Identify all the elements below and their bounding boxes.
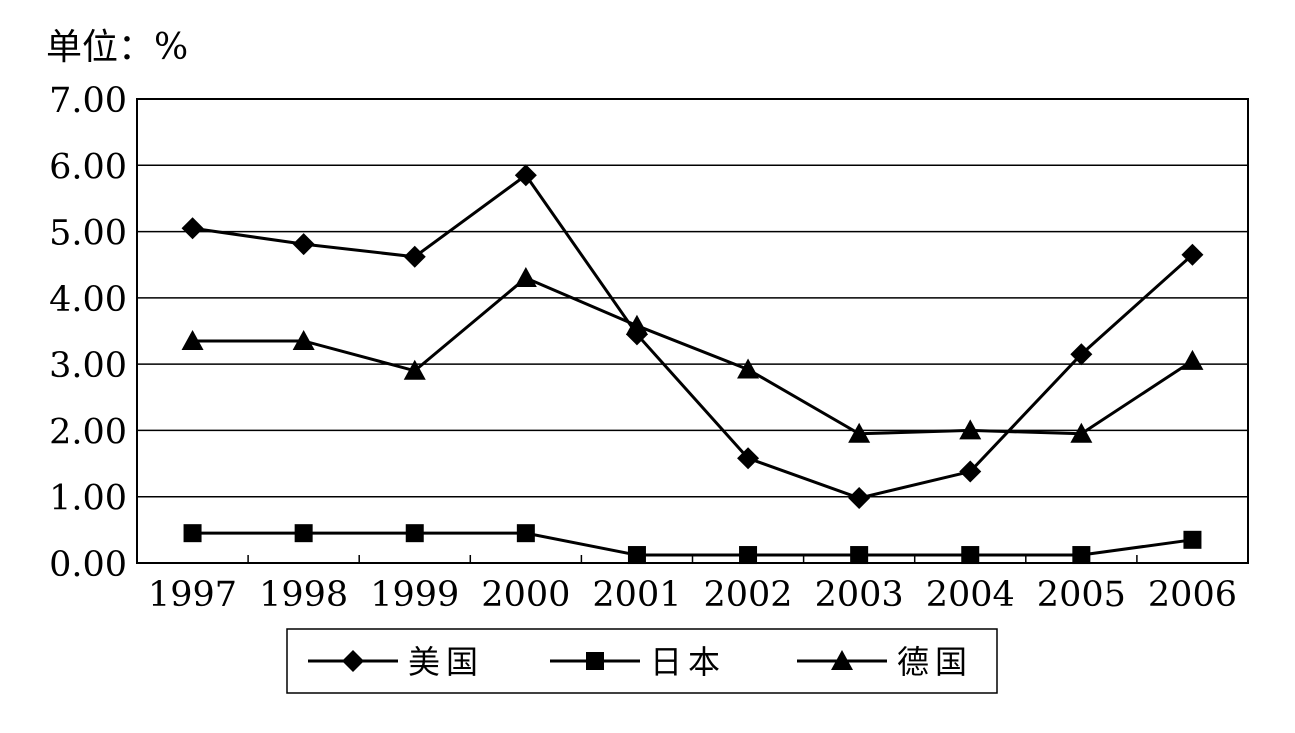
y-tick-label: 7.00 <box>49 81 127 121</box>
data-point-square <box>294 524 313 543</box>
y-tick-label: 0.00 <box>49 545 127 585</box>
y-tick-label: 2.00 <box>49 412 127 452</box>
data-point-square <box>961 546 980 565</box>
data-point-diamond <box>1181 243 1204 266</box>
data-point-square <box>405 524 424 543</box>
data-point-square <box>850 546 869 565</box>
x-tick-label: 2006 <box>1148 575 1237 615</box>
data-point-triangle <box>292 329 315 350</box>
y-tick-label: 6.00 <box>49 147 127 187</box>
legend-entry: 德国 <box>797 643 973 681</box>
axes: 0.00 1.00 2.00 3.00 4.00 5.00 6.00 7.00 1997 1998… <box>49 81 1249 615</box>
legend-entry: 美国 <box>308 643 484 681</box>
legend: 美国 日本 德国 <box>286 628 998 694</box>
series-line <box>192 276 1194 436</box>
legend-label: 德国 <box>897 643 973 681</box>
y-tick-label: 5.00 <box>49 214 127 254</box>
x-tick-label: 2005 <box>1037 575 1126 615</box>
data-point-triangle <box>737 358 760 379</box>
unit-label: 单位：% <box>46 27 189 68</box>
data-point-square <box>627 546 646 565</box>
data-point-triangle <box>403 359 426 380</box>
series-diamond <box>181 164 1204 510</box>
y-tick-label: 3.00 <box>49 346 127 386</box>
legend-marker-triangle <box>831 650 853 670</box>
x-tick-label: 2003 <box>815 575 904 615</box>
x-tick-label: 2000 <box>481 575 570 615</box>
legend-label: 美国 <box>408 643 484 681</box>
data-point-triangle <box>514 266 537 287</box>
data-point-diamond <box>514 164 537 187</box>
data-point-square <box>1072 546 1091 565</box>
data-point-diamond <box>737 447 760 470</box>
data-point-triangle <box>625 314 648 335</box>
data-point-triangle <box>959 419 982 440</box>
data-point-diamond <box>403 245 426 268</box>
legend-entry: 日本 <box>550 643 726 681</box>
series-line <box>192 173 1194 500</box>
grid-lines <box>137 164 1248 498</box>
x-tick-label: 2002 <box>704 575 793 615</box>
series-layer <box>181 164 1204 565</box>
series-line <box>192 531 1193 557</box>
data-point-square <box>1183 530 1202 549</box>
data-point-triangle <box>1070 422 1093 443</box>
series-triangle <box>181 266 1204 443</box>
data-point-diamond <box>959 460 982 483</box>
x-tick-label: 2004 <box>926 575 1015 615</box>
y-tick-label: 1.00 <box>49 479 127 519</box>
data-point-square <box>183 524 202 543</box>
series-square <box>183 524 1202 565</box>
data-point-diamond <box>1070 343 1093 366</box>
data-point-diamond <box>292 233 315 256</box>
data-point-triangle <box>1181 349 1204 370</box>
data-point-triangle <box>181 329 204 350</box>
y-tick-label: 4.00 <box>49 280 127 320</box>
x-tick-label: 1999 <box>370 575 459 615</box>
data-point-diamond <box>181 217 204 240</box>
x-tick-label: 1997 <box>148 575 237 615</box>
data-point-square <box>516 524 535 543</box>
legend-marker-diamond <box>342 650 364 672</box>
data-point-triangle <box>848 422 871 443</box>
data-point-diamond <box>848 487 871 510</box>
x-tick-label: 1998 <box>259 575 348 615</box>
data-point-square <box>739 546 758 565</box>
legend-label: 日本 <box>650 643 726 681</box>
legend-marker-square <box>586 652 604 670</box>
x-tick-label: 2001 <box>592 575 681 615</box>
